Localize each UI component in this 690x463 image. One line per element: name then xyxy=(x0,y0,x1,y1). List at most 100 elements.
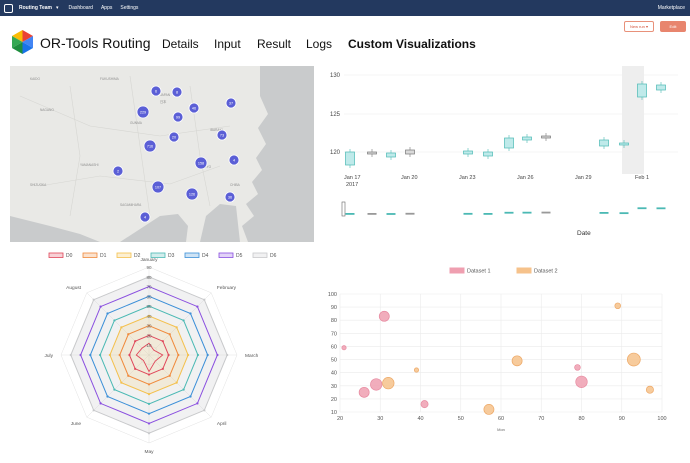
range-slider-handle[interactable] xyxy=(341,201,346,217)
bubble-point[interactable] xyxy=(483,403,495,415)
x-tick-label: Jan 23 xyxy=(459,175,476,181)
bubble-point[interactable] xyxy=(511,355,523,367)
radar-point xyxy=(92,409,95,412)
radar-point xyxy=(189,312,192,315)
legend-item[interactable]: Dataset 2 xyxy=(516,267,558,275)
nav-apps[interactable]: Apps xyxy=(100,5,113,11)
candlestick-chart[interactable]: 130 125 120 Jan 17 2017 Jan 20 Jan 23 Ja… xyxy=(320,64,682,248)
radar-tick-label: 20 xyxy=(146,333,152,338)
legend-item[interactable]: D2 xyxy=(116,252,141,259)
radar-point xyxy=(147,324,151,327)
tab-logs[interactable]: Logs xyxy=(306,37,333,51)
radar-point xyxy=(106,395,109,398)
radar-point xyxy=(175,326,178,329)
legend-swatch xyxy=(48,252,64,258)
radar-point xyxy=(216,353,219,357)
legend-item[interactable]: D1 xyxy=(82,252,107,259)
bubble-point[interactable] xyxy=(382,377,395,390)
range-highlight xyxy=(622,66,644,174)
map-cluster-marker[interactable]: 716 xyxy=(143,139,157,153)
radar-point xyxy=(182,319,185,322)
bubble-point[interactable] xyxy=(413,367,419,373)
radar-axis-label: May xyxy=(144,449,154,455)
tab-result[interactable]: Result xyxy=(257,37,292,51)
team-switcher[interactable]: Routing Team xyxy=(19,5,52,11)
candlestick-panel: 130 125 120 Jan 17 2017 Jan 20 Jan 23 Ja… xyxy=(320,64,682,248)
x-tick-label: 20 xyxy=(337,416,343,422)
map-cluster-count: 107 xyxy=(155,186,161,190)
tab-custom-visualizations[interactable]: Custom Visualizations xyxy=(348,37,476,51)
svg-text:KAIDO: KAIDO xyxy=(30,77,40,81)
map-cluster-marker[interactable]: 158 xyxy=(194,156,208,170)
candlestick xyxy=(367,149,377,157)
app-logo-icon[interactable] xyxy=(4,3,13,13)
legend-item[interactable]: D0 xyxy=(48,252,73,259)
radar-point xyxy=(206,353,209,357)
bubble-point[interactable] xyxy=(574,364,581,371)
legend-item[interactable]: D5 xyxy=(218,252,243,259)
map-cluster-marker[interactable]: 8 xyxy=(171,86,183,98)
y-tick-label: 125 xyxy=(330,112,341,118)
radar-point xyxy=(127,374,130,377)
radar-point xyxy=(177,353,180,357)
map-cluster-marker[interactable]: 37 xyxy=(225,97,237,109)
legend-swatch xyxy=(82,252,98,258)
radar-point xyxy=(147,305,151,308)
new-run-button[interactable]: New run ▾ xyxy=(624,21,654,32)
legend-item[interactable]: Dataset 1 xyxy=(449,267,491,275)
bubble-point[interactable] xyxy=(378,310,390,322)
nav-settings[interactable]: Settings xyxy=(120,5,139,11)
bubble-point[interactable] xyxy=(614,302,621,310)
map-cluster-marker[interactable]: 126 xyxy=(185,187,199,201)
map-cluster-marker[interactable]: 20 xyxy=(168,131,180,143)
candlestick xyxy=(637,81,647,100)
bubble-point[interactable] xyxy=(420,400,429,409)
legend-swatch xyxy=(516,267,532,274)
radar-chart[interactable]: D0 D1 D2 D3 D4 D5 D6 10 20 30 40 50 60 70 80 90 January F… xyxy=(4,248,314,458)
candlestick xyxy=(483,149,493,159)
nav-dashboard[interactable]: Dashboard xyxy=(68,5,93,11)
map-cluster-marker[interactable]: 99 xyxy=(172,111,184,123)
radar-point xyxy=(147,402,151,405)
nav-marketplace[interactable]: Marketplace xyxy=(657,5,685,11)
radar-axis-label: January xyxy=(140,257,158,263)
x-tick-label: Jan 20 xyxy=(401,175,418,181)
map-cluster-count: 36 xyxy=(228,196,232,200)
bubble-point[interactable] xyxy=(358,386,370,398)
radar-point xyxy=(118,353,121,357)
map-cluster-marker[interactable]: 229 xyxy=(136,105,150,119)
chevron-down-icon[interactable]: ▾ xyxy=(55,5,59,11)
candles-mini xyxy=(345,207,666,215)
bubble-point[interactable] xyxy=(370,378,383,391)
bubble-point[interactable] xyxy=(575,375,588,388)
map-cluster-marker[interactable]: 73 xyxy=(216,129,228,141)
radar-tick-label: 30 xyxy=(146,324,152,329)
map-cluster-marker[interactable]: 46 xyxy=(188,102,200,114)
legend-item[interactable]: D3 xyxy=(150,252,175,259)
map-canvas[interactable]: JAPAN 日本 KAIDO FUKUSHIMA NAGANO GUNMA YAMAN… xyxy=(10,66,314,242)
bubble-point[interactable] xyxy=(626,352,641,367)
map-cluster-marker[interactable]: 4 xyxy=(139,211,151,223)
radar-point xyxy=(127,333,130,336)
radar-axis-label: March xyxy=(245,353,259,359)
bubble-point[interactable] xyxy=(645,385,654,394)
tab-details[interactable]: Details xyxy=(162,37,199,51)
map-cluster-marker[interactable]: 107 xyxy=(151,180,165,194)
map-cluster-layer[interactable]: 6 8 46 37 229 99 20 73 716 158 4 2 107 126 36 4 xyxy=(10,66,314,242)
ortools-logo-icon xyxy=(12,30,33,54)
bubble-point[interactable] xyxy=(341,345,347,351)
legend-item[interactable]: D6 xyxy=(252,252,277,259)
edit-button[interactable]: Edit xyxy=(660,21,686,32)
legend-label: Dataset 2 xyxy=(534,269,558,275)
map-cluster-count: 20 xyxy=(172,136,176,140)
map-cluster-marker[interactable]: 6 xyxy=(150,85,162,97)
map-cluster-marker[interactable]: 2 xyxy=(112,165,124,177)
map-cluster-marker[interactable]: 4 xyxy=(228,154,240,166)
bubble-chart[interactable]: Dataset 1 Dataset 21009080706050403020102… xyxy=(320,262,682,440)
legend-item[interactable]: D4 xyxy=(184,252,209,259)
map-cluster-marker[interactable]: 36 xyxy=(224,191,236,203)
radar-point xyxy=(168,374,171,377)
radar-tick-label: 10 xyxy=(146,343,152,348)
map-panel[interactable]: JAPAN 日本 KAIDO FUKUSHIMA NAGANO GUNMA YAMAN… xyxy=(10,66,314,242)
tab-input[interactable]: Input xyxy=(214,37,241,51)
